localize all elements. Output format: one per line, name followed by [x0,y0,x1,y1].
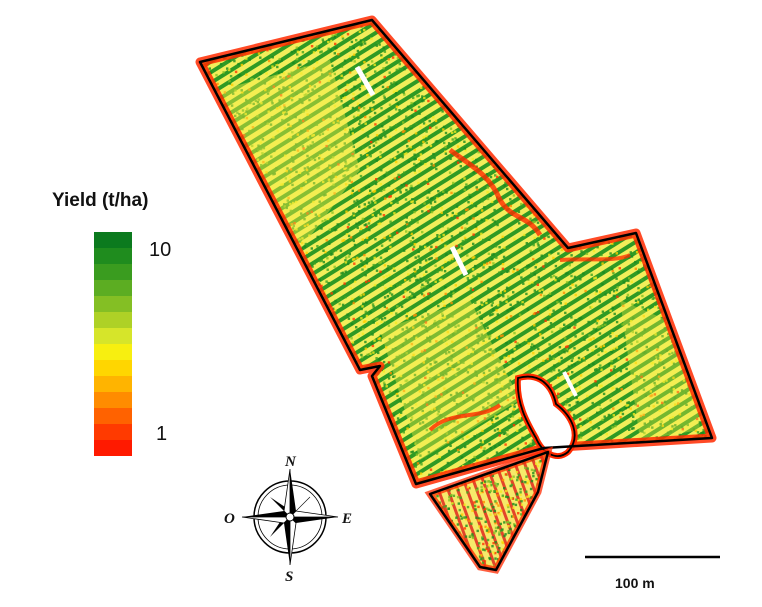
legend-swatch [94,424,132,440]
field-boundary [198,18,714,486]
compass-west-label: O [224,511,235,527]
legend-swatch [94,360,132,376]
compass-rose: N S E O [224,454,352,585]
legend-swatch [94,392,132,408]
compass-north-label: N [284,454,297,470]
main-field [200,20,712,484]
legend-swatch [94,248,132,264]
legend-swatch [94,328,132,344]
legend-swatch [94,408,132,424]
legend-color-ramp [94,232,132,456]
legend-swatch [94,344,132,360]
legend-swatch [94,280,132,296]
legend-swatch [94,312,132,328]
south-field-boundary [428,450,550,572]
legend-swatch [94,376,132,392]
legend-swatch [94,264,132,280]
compass-south-label: S [285,569,293,585]
legend-title: Yield (t/ha) [52,190,149,211]
legend-swatch [94,296,132,312]
legend-swatch [94,232,132,248]
legend-swatch [94,440,132,456]
compass-east-label: E [341,511,352,527]
legend-max-label: 10 [149,239,172,261]
legend-min-label: 1 [156,423,168,445]
scale-bar-label: 100 m [615,575,655,591]
